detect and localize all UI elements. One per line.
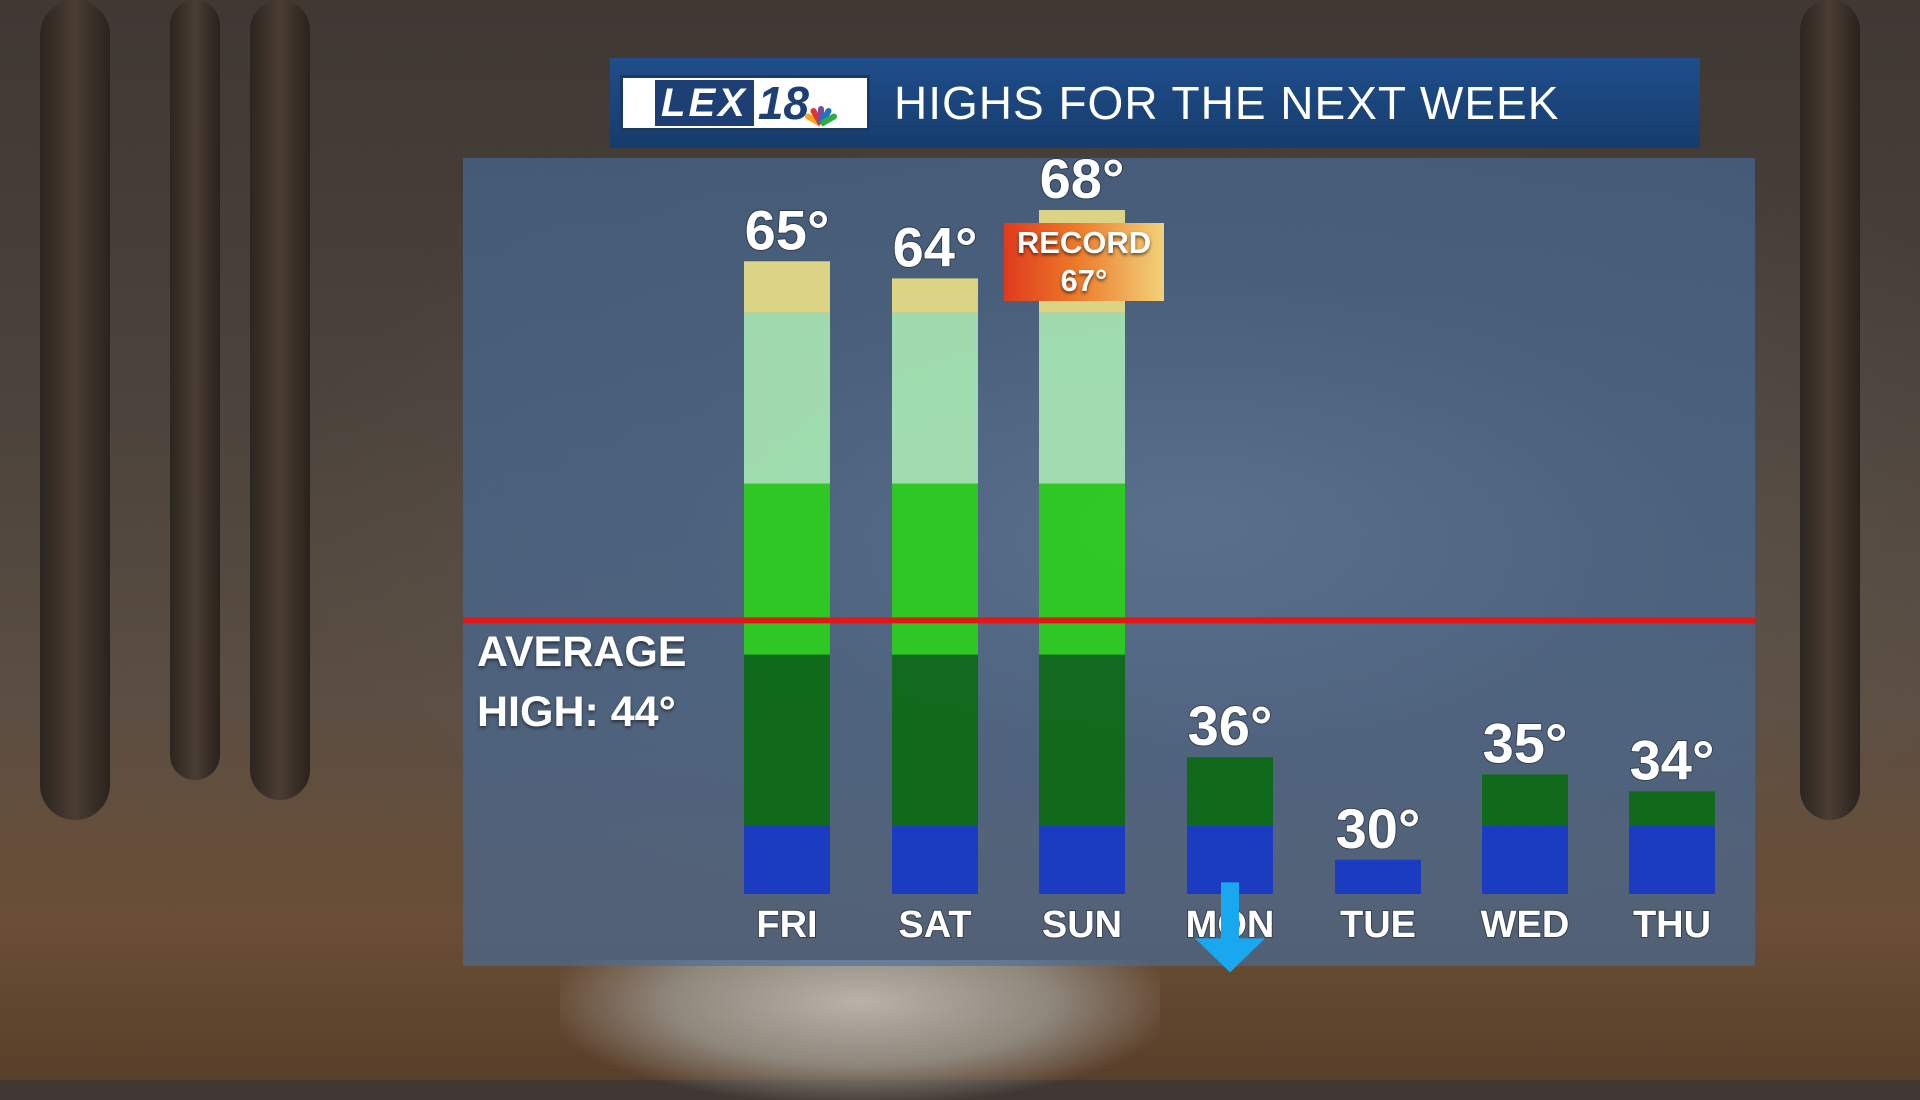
bar-segment-light_green [1039,312,1125,484]
category-label: SAT [898,904,971,946]
bar-tue [1335,859,1421,894]
title-bar: LEX 18 HIGHS FOR THE NEXT WEEK [610,58,1700,148]
category-label: TUE [1340,904,1416,946]
bar-segment-blue [1629,825,1715,894]
bar-segment-light_green [744,312,830,484]
average-label-line1: AVERAGE [477,628,687,676]
category-label: WED [1481,904,1570,946]
bar-segment-blue [1482,825,1568,894]
lex18-logo: LEX 18 [620,75,870,131]
bar-thu [1629,791,1715,894]
value-label: 68° [1040,147,1125,210]
value-label: 34° [1630,728,1715,791]
bar-segment-dark_green [892,654,978,826]
record-badge: RECORD 67° [1004,223,1164,301]
value-label: 65° [745,198,830,261]
bar-segment-blue [744,825,830,894]
category-label: FRI [756,904,817,946]
bar-segment-dark_green [1039,654,1125,826]
logo-text: LEX [655,80,754,126]
bar-segment-yellow [744,261,830,313]
bar-sat [892,278,978,894]
logo-number: 18 [757,77,809,129]
value-label: 30° [1336,797,1421,860]
bar-segment-dark_green [1482,774,1568,826]
nbc-peacock-icon [803,104,839,127]
bar-segment-green [744,483,830,655]
value-label: 35° [1483,711,1568,774]
average-label-line2: HIGH: 44° [477,688,676,736]
record-value: 67° [1060,263,1108,298]
value-label: 36° [1188,694,1273,757]
bar-segment-dark_green [1629,791,1715,826]
bar-fri [744,261,830,894]
value-label: 64° [893,215,978,278]
bar-wed [1482,774,1568,894]
bar-segment-light_green [892,312,978,484]
down-arrow-icon [1195,882,1265,973]
bar-segment-blue [1039,825,1125,894]
bar-segment-dark_green [744,654,830,826]
category-label: THU [1633,904,1711,946]
bar-segment-blue [892,825,978,894]
bar-segment-blue [1335,859,1421,894]
bar-segment-dark_green [1187,757,1273,826]
bar-segment-yellow [892,278,978,313]
record-label: RECORD [1016,225,1152,260]
bar-segment-green [892,483,978,655]
bar-mon [1187,757,1273,894]
category-label: SUN [1042,904,1122,946]
bar-sun [1039,210,1125,894]
average-high-label: AVERAGE HIGH: 44° [477,622,686,742]
bar-segment-green [1039,483,1125,655]
chart-title: HIGHS FOR THE NEXT WEEK [894,77,1560,129]
